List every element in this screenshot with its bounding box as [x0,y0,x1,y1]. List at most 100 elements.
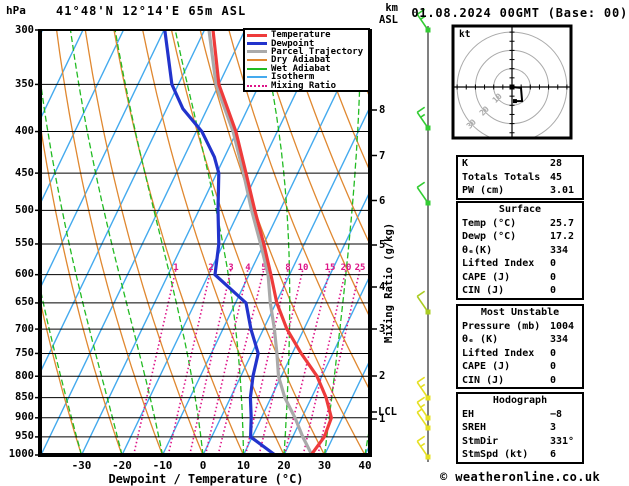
pressure-tick-label: 700 [15,322,34,335]
stat-label: CAPE (J) [462,271,511,283]
stat-value: 331° [550,435,575,447]
stat-label: θₑ (K) [462,334,499,345]
stat-label: Totals Totals [462,171,541,183]
height-tick-label: 5 [379,239,386,251]
stat-label: SREH [462,422,487,433]
copyright-text: © weatheronline.co.uk [440,470,601,484]
legend-item: Mixing Ratio [247,80,368,91]
legend-item: Parcel Trajectory [247,46,368,57]
wind-barb [416,8,431,33]
legend-label: Wet Adiabat [271,63,331,74]
stats-section-title: Hodograph [492,395,548,406]
height-tick-label: 4 [379,281,386,293]
pressure-tick-label: 900 [15,411,34,424]
legend-label: Dewpoint [271,38,315,49]
mixing-ratio-value-label: 25 [355,263,366,273]
parcel-trajectory-curve [207,30,314,455]
stat-label: StmSpd (kt) [462,449,529,460]
legend-swatch-dewpoint [247,42,267,46]
height-tick-label: 2 [379,370,386,382]
pressure-grid-lines [40,83,370,438]
stat-row: StmSpd (kt) 6 [458,448,582,462]
legend-swatch-isotherm [247,76,267,79]
pressure-tick-label: 600 [15,268,34,281]
legend-label: Temperature [271,30,331,41]
stat-value: 3 [550,422,557,433]
stat-value: 45 [550,171,563,183]
height-tick-label: 3 [379,323,386,335]
axis-ticks [35,29,377,456]
legend-swatch-wet-adiabat [247,67,267,70]
stat-value: −8 [550,408,563,420]
stat-value: 1004 [550,320,575,332]
stat-row: K 28 [458,157,582,171]
stat-label: Lifted Index [462,347,535,359]
pressure-tick-label: 500 [15,203,34,216]
mixing-ratio-value-label: 5 [261,263,266,273]
height-axis-ref: ASL [379,14,398,26]
stat-value: 17.2 [550,231,575,242]
pressure-tick-label: 950 [15,430,34,443]
stat-label: PW (cm) [462,185,505,196]
legend-swatch-mixing-ratio [247,84,267,87]
mixing-ratio-value-label: 1 [173,263,178,273]
stat-value: 25.7 [550,217,575,229]
stat-value: 0 [550,271,557,283]
stat-row: Totals Totals 45 [458,171,582,185]
pressure-tick-label: 350 [15,77,34,90]
legend-box: Temperature Dewpoint Parcel Trajectory Dry … [243,28,370,92]
stat-value: 0 [550,347,557,359]
stat-label: Temp (°C) [462,217,517,229]
stat-label: CAPE (J) [462,361,511,372]
mixing-ratio-value-label: 8 [285,263,290,273]
wind-barb [416,181,431,206]
stat-row: Temp (°C) 25.7 [458,217,582,231]
wind-barb [416,408,431,431]
stat-row: PW (cm) 3.01 [458,184,582,198]
stat-row: CAPE (J) 0 [458,360,582,374]
legend-label: Parcel Trajectory [271,46,364,57]
stats-section-surface: Surface Temp (°C) 25.7 Dewp (°C) 17.2 θₑ(K) 33… [456,201,584,300]
mixing-ratio-value-label: 4 [245,263,251,273]
temperature-tick-label: -10 [152,459,173,472]
legend-label: Mixing Ratio [271,80,337,91]
stats-section-indices: K 28 Totals Totals 45 PW (cm) 3.01 [456,155,584,200]
stats-section-hodograph: Hodograph EH −8 SREH 3 StmDir 331° StmSpd (kt) 6 [456,392,584,464]
legend-swatch-temperature [247,33,267,37]
stat-label: CIN (J) [462,374,505,386]
stat-row: θₑ (K) 334 [458,333,582,347]
stat-value: 0 [550,285,557,296]
pressure-tick-label: 300 [15,23,34,36]
mixing-ratio-value-label: 3 [228,263,233,273]
mixing-ratio-value-label: 20 [341,263,352,273]
height-tick-label: 7 [379,149,386,162]
height-axis-unit: km [385,2,398,14]
height-tick-label: 8 [379,104,386,116]
pressure-tick-label: 400 [15,125,34,138]
temperature-tick-label: 10 [236,459,251,472]
stat-label: Lifted Index [462,258,535,269]
stat-value: 6 [550,449,557,460]
stat-value: 334 [550,334,569,345]
stats-section-title: Most Unstable [480,307,560,318]
pressure-tick-label: 1000 [8,448,34,461]
wind-barb [416,376,431,401]
stat-row: Lifted Index 0 [458,347,582,361]
temperature-tick-label: 40 [358,459,372,472]
stat-row: EH −8 [458,408,582,422]
pressure-tick-label: 650 [15,296,34,309]
stat-row: SREH 3 [458,421,582,435]
dewpoint-curve [163,30,277,455]
legend-item: Dry Adiabat [247,55,368,65]
wind-barb [416,435,431,460]
stat-value: 334 [550,244,569,256]
lcl-marker-label: LCL [378,406,397,418]
height-tick-label: 1 [379,413,386,425]
stat-row: CIN (J) 0 [458,374,582,388]
stat-label: EH [462,408,475,420]
stat-value: 0 [550,374,557,386]
stat-label: Dewp (°C) [462,231,517,242]
mixing-ratio-value-label: 2 [208,263,213,273]
stat-label: StmDir [462,435,499,447]
